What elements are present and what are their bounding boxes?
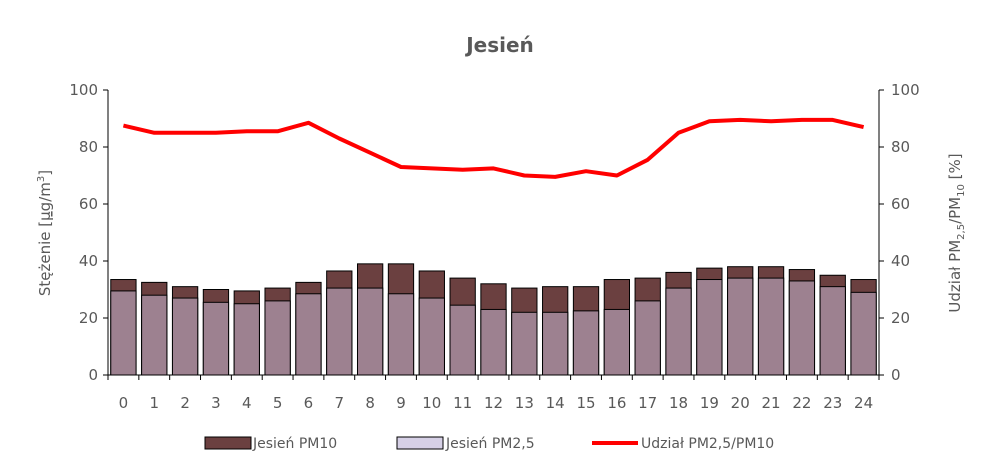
- x-tick-label-18: 18: [669, 394, 688, 412]
- bar-pm25-10: [418, 297, 445, 376]
- x-tick-label-20: 20: [731, 394, 750, 412]
- legend-item-pm10: Jesień PM10: [204, 436, 337, 452]
- legend-item-pm25: Jesień PM2,5: [396, 436, 535, 452]
- x-tick-label-5: 5: [273, 394, 283, 412]
- left-tick-label-80: 80: [79, 138, 98, 156]
- x-tick-label-9: 9: [396, 394, 406, 412]
- x-tick-label-12: 12: [484, 394, 503, 412]
- x-tick-label-17: 17: [638, 394, 657, 412]
- bar-pm25-5: [264, 300, 291, 376]
- x-tick-label-3: 3: [211, 394, 221, 412]
- x-tick-label-19: 19: [700, 394, 719, 412]
- bar-pm25-17: [634, 300, 661, 376]
- legend-swatch-pm25: [396, 436, 444, 450]
- bar-pm25-24: [850, 291, 877, 376]
- bar-pm25-3: [202, 301, 230, 376]
- right-tick-label-0: 0: [891, 366, 901, 384]
- bar-pm25-23: [819, 286, 846, 376]
- legend-label-ratio: Udział PM2,5/PM10: [641, 436, 774, 452]
- x-tick-label-10: 10: [422, 394, 441, 412]
- bar-pm25-9: [387, 293, 415, 376]
- legend-label-pm25: Jesień PM2,5: [445, 436, 535, 452]
- x-tick-label-14: 14: [546, 394, 565, 412]
- bar-pm25-22: [788, 280, 816, 376]
- x-tick-label-2: 2: [180, 394, 190, 412]
- bar-pm25-8: [356, 287, 384, 376]
- x-tick-label-0: 0: [119, 394, 129, 412]
- bar-pm25-0: [110, 290, 137, 376]
- left-tick-label-40: 40: [79, 252, 98, 270]
- right-tick-label-20: 20: [891, 309, 910, 327]
- right-tick-label-40: 40: [891, 252, 910, 270]
- x-tick-label-6: 6: [304, 394, 314, 412]
- x-tick-label-15: 15: [576, 394, 595, 412]
- bar-pm25-16: [603, 308, 631, 376]
- bar-pm25-21: [757, 277, 785, 376]
- x-tick-label-8: 8: [365, 394, 375, 412]
- x-tick-label-4: 4: [242, 394, 252, 412]
- x-tick-label-13: 13: [515, 394, 534, 412]
- x-tick-label-16: 16: [607, 394, 626, 412]
- line-ratio: [122, 117, 865, 179]
- bar-pm25-13: [511, 311, 538, 376]
- x-tick-label-24: 24: [854, 394, 873, 412]
- left-tick-label-20: 20: [79, 309, 98, 327]
- legend-item-ratio: Udział PM2,5/PM10: [592, 436, 774, 452]
- right-tick-label-60: 60: [891, 195, 910, 213]
- chart-title: Jesień: [464, 33, 534, 57]
- x-tick-label-21: 21: [762, 394, 781, 412]
- bar-pm25-19: [696, 279, 723, 376]
- right-tick-label-100: 100: [891, 81, 920, 99]
- legend: Jesień PM10 Jesień PM2,5 Udział PM2,5/PM…: [204, 436, 774, 452]
- x-tick-label-1: 1: [149, 394, 159, 412]
- x-tick-label-22: 22: [792, 394, 811, 412]
- bar-pm25-7: [326, 287, 353, 376]
- bar-pm25-12: [480, 308, 507, 376]
- bar-pm25-1: [141, 294, 168, 376]
- left-axis-title: Stężenie [μg/m3]: [36, 170, 54, 296]
- x-tick-label-23: 23: [823, 394, 842, 412]
- left-tick-label-100: 100: [69, 81, 98, 99]
- bar-pm25-4: [233, 303, 260, 376]
- bar-pm25-11: [449, 304, 476, 376]
- bar-pm25-18: [665, 287, 692, 376]
- x-tick-label-11: 11: [453, 394, 472, 412]
- bar-pm25-2: [171, 297, 199, 376]
- bar-pm25-14: [542, 311, 569, 376]
- left-tick-label-60: 60: [79, 195, 98, 213]
- right-tick-label-80: 80: [891, 138, 910, 156]
- legend-label-pm10: Jesień PM10: [252, 436, 337, 452]
- bar-pm25-15: [572, 310, 600, 376]
- right-axis-title: Udział PM2,5/PM10 [%]: [946, 153, 967, 312]
- bar-pm25-20: [727, 277, 754, 376]
- legend-swatch-pm10: [204, 436, 252, 450]
- bar-pm25-6: [295, 293, 322, 376]
- left-tick-label-0: 0: [88, 366, 98, 384]
- x-tick-label-7: 7: [335, 394, 345, 412]
